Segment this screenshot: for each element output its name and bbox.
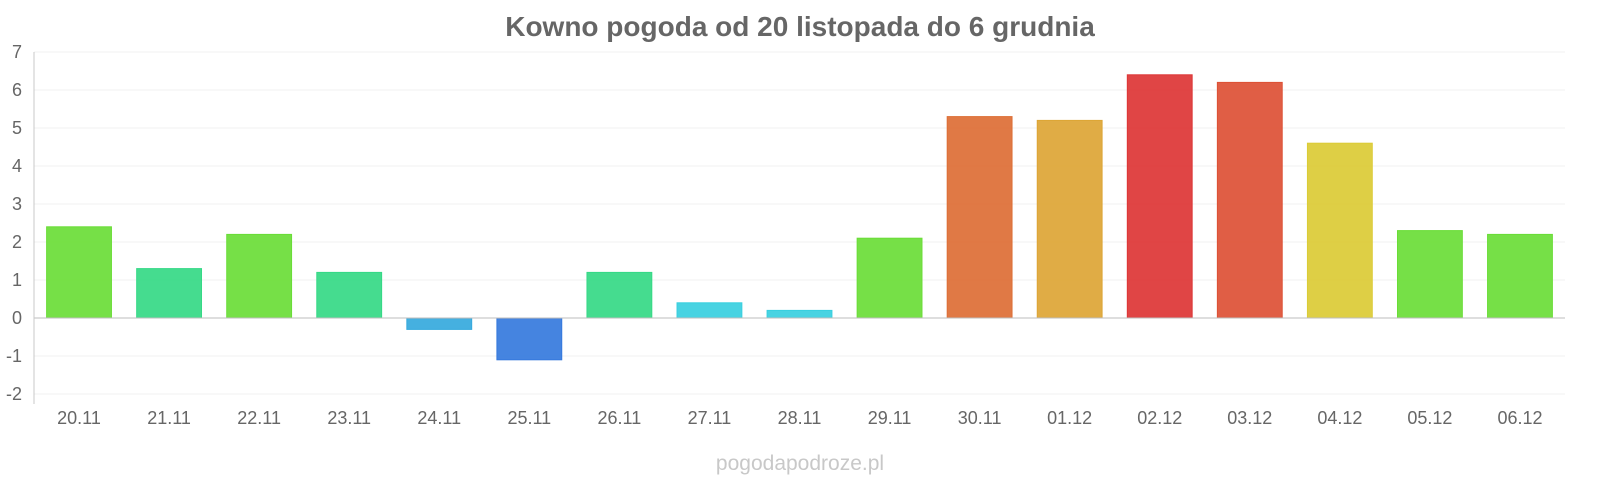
bar [946, 116, 1013, 319]
x-tick-label: 24.11 [417, 408, 461, 428]
watermark-text: pogodapodroze.pl [716, 452, 884, 475]
y-tick-label: 7 [12, 42, 22, 62]
y-tick-label: 2 [12, 232, 22, 252]
chart-title: Kowno pogoda od 20 listopada do 6 grudni… [505, 11, 1095, 42]
x-tick-label: 20.11 [57, 408, 101, 428]
bars [46, 74, 1553, 361]
x-axis-ticks: 20.11 21.11 22.11 23.11 24.11 25.11 26.11 27.11… [57, 408, 1542, 428]
bar [586, 271, 653, 319]
y-tick-label: 0 [12, 308, 22, 328]
y-tick-label: 4 [12, 156, 22, 176]
y-tick-label: -2 [6, 384, 22, 404]
bar [136, 268, 203, 319]
bar [496, 317, 563, 361]
x-tick-label: 01.12 [1047, 408, 1092, 428]
x-tick-label: 27.11 [688, 408, 732, 428]
x-tick-label: 04.12 [1317, 408, 1362, 428]
bar [1216, 81, 1283, 319]
bar [1487, 233, 1553, 319]
x-tick-label: 21.11 [147, 408, 191, 428]
x-tick-label: 03.12 [1227, 408, 1272, 428]
bar [316, 271, 383, 319]
x-tick-label: 26.11 [598, 408, 642, 428]
x-tick-label: 30.11 [958, 408, 1002, 428]
bar [766, 309, 833, 319]
bar [406, 317, 473, 330]
y-tick-label: 1 [12, 270, 22, 290]
bar [1126, 74, 1193, 319]
y-axis-ticks: -2 -1 0 1 2 3 4 5 6 7 [6, 42, 22, 404]
x-tick-label: 02.12 [1137, 408, 1182, 428]
y-tick-label: 3 [12, 194, 22, 214]
x-tick-label: 23.11 [327, 408, 371, 428]
bar [856, 237, 923, 319]
x-tick-label: 28.11 [778, 408, 822, 428]
bar [1396, 230, 1463, 319]
y-tick-label: -1 [6, 346, 22, 366]
x-tick-label: 05.12 [1407, 408, 1452, 428]
bar [226, 233, 293, 319]
y-tick-label: 5 [12, 118, 22, 138]
x-tick-label: 06.12 [1497, 408, 1542, 428]
bar [1036, 119, 1103, 319]
y-tick-label: 6 [12, 80, 22, 100]
x-tick-label: 25.11 [507, 408, 551, 428]
x-tick-label: 22.11 [237, 408, 281, 428]
bar [676, 302, 743, 319]
bar [1306, 142, 1373, 319]
x-tick-label: 29.11 [868, 408, 912, 428]
bar [46, 226, 112, 319]
